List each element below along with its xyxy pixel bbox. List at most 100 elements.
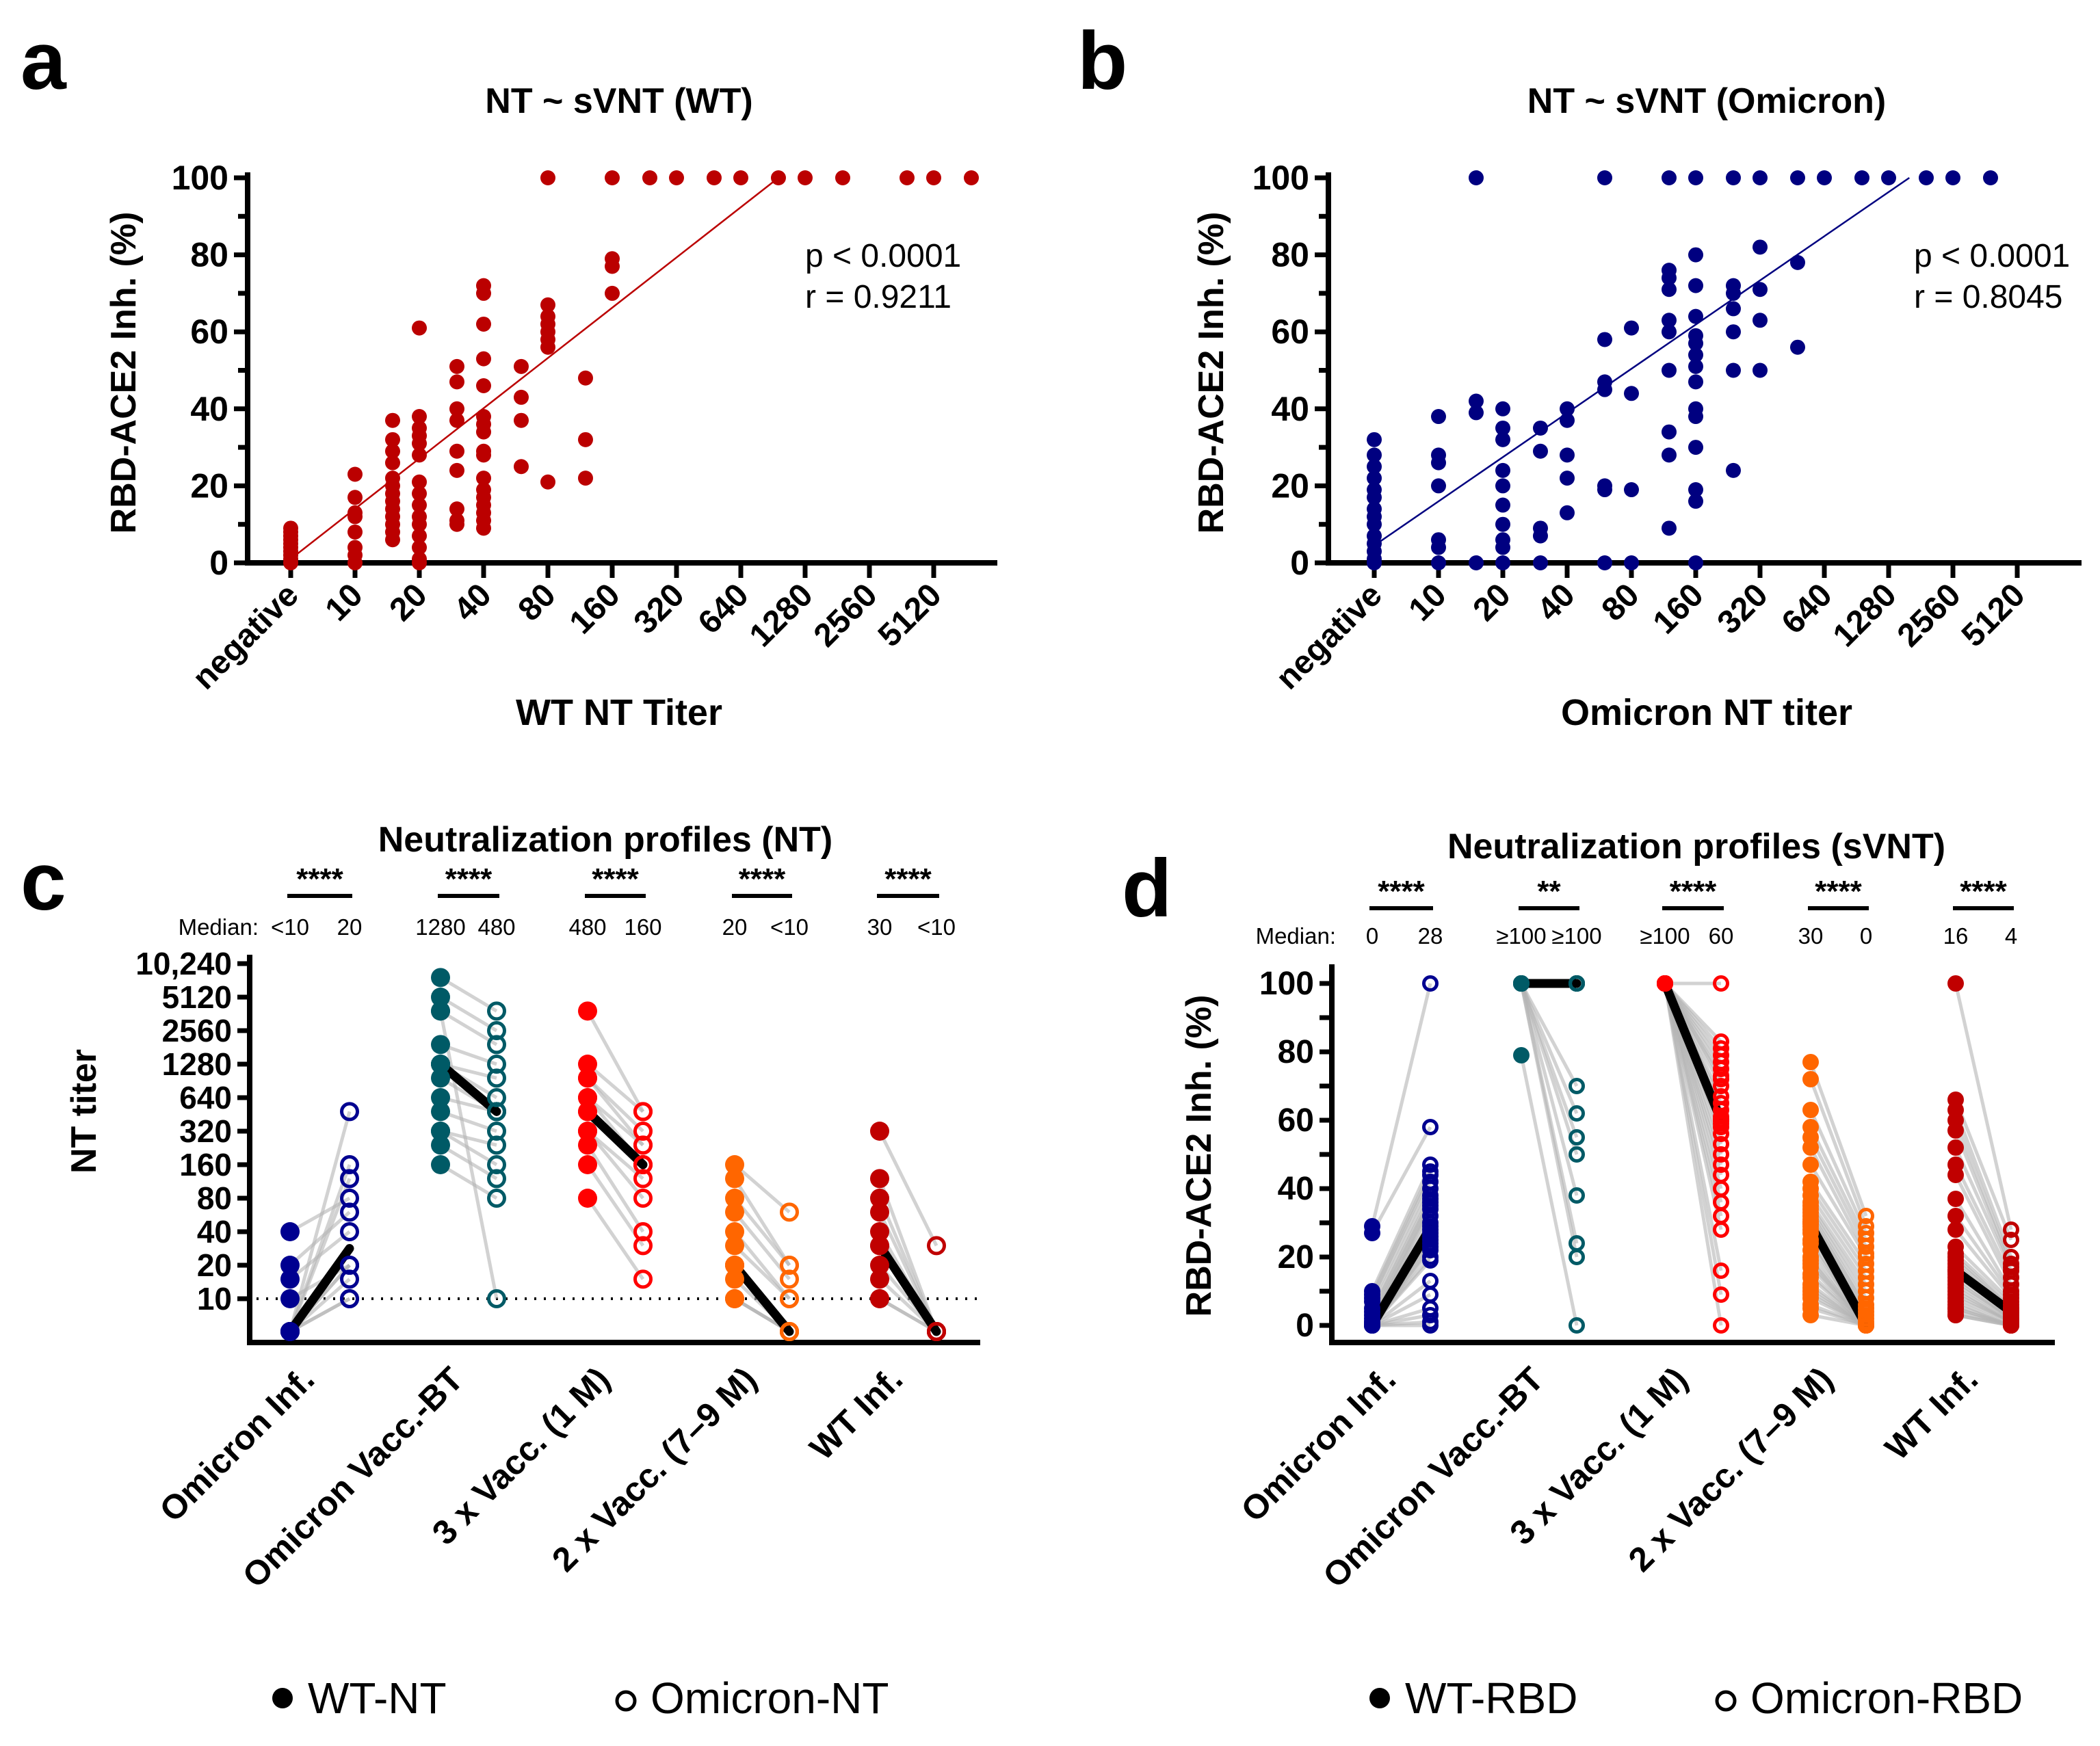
data-point bbox=[1560, 412, 1575, 428]
data-point bbox=[513, 358, 529, 374]
data-point bbox=[384, 432, 400, 447]
significance-stars: **** bbox=[1960, 875, 2007, 908]
pair-line bbox=[1954, 1198, 2013, 1293]
wt-point bbox=[1802, 1071, 1819, 1087]
legend-solid-marker bbox=[1369, 1688, 1390, 1708]
legend-open-marker bbox=[615, 1690, 637, 1712]
data-point bbox=[605, 259, 620, 274]
pair-line bbox=[1809, 1204, 1868, 1293]
data-point bbox=[577, 370, 593, 386]
omicron-point bbox=[1569, 1146, 1585, 1163]
data-point bbox=[1597, 482, 1612, 498]
omicron-point bbox=[633, 1236, 653, 1256]
data-point bbox=[1495, 420, 1510, 436]
data-point bbox=[1532, 528, 1548, 544]
omicron-point bbox=[1422, 1242, 1439, 1258]
omicron-point bbox=[1422, 1307, 1439, 1323]
omicron-point bbox=[927, 1236, 946, 1256]
p-value-label: p < 0.0001 bbox=[1914, 238, 2070, 274]
y-tick-label: 10 bbox=[197, 1281, 232, 1317]
omicron-point bbox=[340, 1269, 359, 1289]
pair-line bbox=[1370, 1187, 1432, 1310]
wt-point bbox=[1947, 1208, 1964, 1224]
pair-line bbox=[1370, 983, 1432, 1227]
data-point bbox=[1688, 170, 1703, 185]
omicron-point bbox=[1713, 1126, 1729, 1142]
y-tick-label: 320 bbox=[179, 1113, 232, 1149]
data-point bbox=[1688, 482, 1703, 498]
data-point bbox=[1532, 443, 1548, 459]
data-point bbox=[1688, 308, 1703, 324]
pair-line bbox=[1954, 1245, 2012, 1303]
y-tick-label: 0 bbox=[1296, 1308, 1314, 1344]
significance-stars: **** bbox=[1378, 875, 1425, 908]
wt-point bbox=[1802, 1307, 1819, 1323]
data-point bbox=[1753, 239, 1768, 255]
significance-stars: **** bbox=[1670, 875, 1717, 908]
data-point bbox=[476, 285, 491, 301]
data-point bbox=[1918, 170, 1934, 185]
wt-point bbox=[1364, 1225, 1380, 1241]
data-point bbox=[449, 401, 464, 416]
data-point bbox=[476, 351, 491, 367]
pair-line bbox=[878, 1130, 939, 1247]
wt-point bbox=[1947, 1167, 1964, 1183]
data-point bbox=[1661, 282, 1677, 297]
y-tick-label: 40 bbox=[197, 1214, 232, 1249]
median-value-omicron: 0 bbox=[1860, 923, 1872, 949]
wt-point bbox=[1947, 1139, 1964, 1156]
data-point bbox=[1431, 555, 1446, 570]
median-line bbox=[285, 1244, 354, 1336]
wt-point bbox=[431, 1122, 450, 1141]
omicron-point bbox=[1713, 975, 1729, 992]
wt-point bbox=[725, 1155, 744, 1174]
wt-point bbox=[725, 1236, 744, 1256]
data-point bbox=[899, 170, 915, 185]
data-point bbox=[1495, 516, 1510, 532]
wt-point bbox=[431, 1088, 450, 1107]
data-point bbox=[412, 516, 427, 532]
pair-line bbox=[440, 1042, 497, 1066]
data-point bbox=[605, 170, 620, 185]
pair-line bbox=[1809, 1136, 1868, 1248]
data-point bbox=[1495, 478, 1510, 494]
omicron-point bbox=[487, 1122, 506, 1141]
pair-line bbox=[586, 1063, 644, 1113]
data-point bbox=[449, 358, 464, 374]
wt-point bbox=[1513, 975, 1530, 992]
data-point bbox=[1725, 285, 1741, 301]
pair-line bbox=[439, 976, 498, 1013]
pair-line bbox=[1809, 1215, 1868, 1310]
data-point bbox=[1624, 482, 1639, 498]
pair-line bbox=[439, 1143, 498, 1180]
median-line bbox=[583, 1107, 648, 1169]
wt-point bbox=[870, 1222, 889, 1241]
pair-line bbox=[438, 1010, 499, 1299]
data-point bbox=[1661, 447, 1677, 463]
panel-letter-b: b bbox=[1077, 15, 1127, 107]
y-tick-label: 40 bbox=[1278, 1171, 1314, 1207]
wt-point bbox=[725, 1222, 744, 1241]
legend: WT-NT Omicron-NT bbox=[272, 1674, 889, 1723]
wt-point bbox=[431, 1068, 450, 1088]
data-point bbox=[1495, 462, 1510, 478]
data-point bbox=[798, 170, 813, 185]
data-point bbox=[1789, 170, 1805, 185]
data-point bbox=[926, 170, 941, 185]
omicron-point bbox=[340, 1189, 359, 1208]
median-value-omicron: 28 bbox=[1418, 923, 1443, 949]
pair-line bbox=[586, 1143, 645, 1233]
pair-line bbox=[1954, 1174, 2013, 1286]
pair-line bbox=[1954, 1163, 2013, 1279]
wt-point bbox=[870, 1202, 889, 1222]
pair-line bbox=[1809, 1187, 1868, 1272]
median-value-wt: <10 bbox=[271, 914, 309, 940]
data-point bbox=[283, 520, 298, 536]
pair-line bbox=[1809, 1201, 1868, 1286]
legend-open-marker bbox=[1715, 1690, 1737, 1712]
pair-line bbox=[586, 1096, 644, 1147]
wt-point bbox=[1802, 1156, 1819, 1173]
pair-line bbox=[1954, 1109, 2013, 1258]
wt-point bbox=[725, 1189, 744, 1208]
wt-point bbox=[1947, 1307, 1964, 1323]
